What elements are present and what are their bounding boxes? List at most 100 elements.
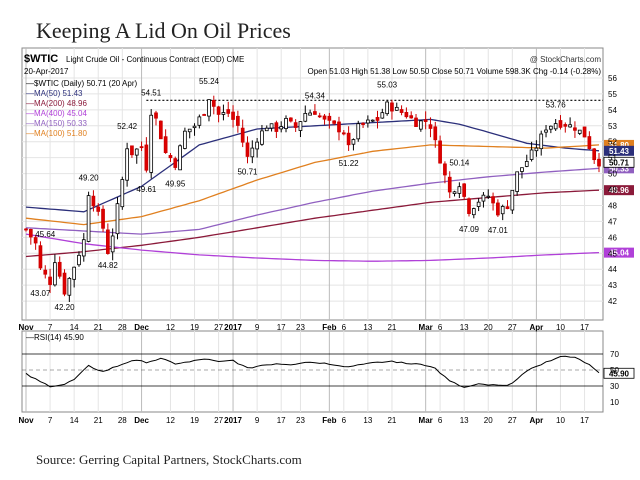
x-tick-label: 6 — [342, 323, 347, 332]
rsi-x-tick-label: Feb — [322, 416, 336, 425]
candle-body — [524, 161, 529, 167]
candle-body — [539, 133, 544, 150]
x-tick-label: 28 — [118, 323, 127, 332]
legend-entry: —MA(200) 48.96 — [26, 99, 87, 108]
rsi-x-tick-label: 23 — [296, 416, 305, 425]
candle-body — [28, 229, 33, 238]
candle-body — [394, 106, 399, 111]
rsi-tick-label: 30 — [610, 382, 619, 391]
rsi-x-tick-label: Dec — [134, 416, 149, 425]
candle-body — [573, 127, 577, 131]
candle-body — [438, 140, 442, 164]
value-flag-label: 51.43 — [609, 147, 630, 156]
candle-body — [476, 201, 481, 207]
candle-body — [293, 122, 298, 128]
legend-entry: —MA(100) 51.80 — [26, 129, 87, 138]
candle-body — [250, 147, 255, 158]
candle-body — [385, 101, 389, 115]
candle-body — [587, 136, 592, 150]
candle-body — [269, 123, 274, 129]
candle-body — [211, 100, 216, 107]
candle-body — [313, 111, 317, 115]
candle-body — [486, 195, 491, 198]
moving-average-line — [25, 144, 600, 226]
x-tick-label: Dec — [134, 323, 149, 332]
price-annotation: 54.51 — [141, 89, 162, 98]
rsi-x-tick-label: 2017 — [224, 416, 242, 425]
candle-body — [341, 132, 346, 135]
candle-body — [332, 120, 337, 124]
candle-body — [101, 208, 105, 229]
x-tick-label: 9 — [255, 323, 260, 332]
rsi-label: —RSI(14) 45.90 — [26, 333, 84, 342]
candle-body — [558, 120, 563, 128]
candle-body — [77, 254, 81, 266]
price-annotation: 44.82 — [98, 261, 119, 270]
price-annotation: 45.64 — [35, 230, 56, 239]
x-tick-label: 2017 — [224, 323, 242, 332]
price-tick-label: 42 — [608, 297, 617, 306]
price-annotation: 49.61 — [136, 185, 157, 194]
candle-body — [322, 115, 327, 120]
candle-body — [202, 114, 207, 116]
x-tick-label: 21 — [387, 323, 396, 332]
chart-date: 20-Apr-2017 — [24, 67, 69, 76]
candle-body — [240, 127, 245, 143]
candle-body — [120, 179, 125, 208]
candle-body — [433, 126, 438, 141]
candle-body — [216, 106, 221, 115]
price-tick-label: 54 — [608, 106, 617, 115]
candle-body — [447, 176, 452, 193]
x-tick-label: Apr — [530, 323, 544, 332]
watermark: @ StockCharts.com — [530, 55, 602, 64]
candle-body — [597, 158, 601, 167]
candle-body — [226, 109, 231, 114]
rsi-x-tick-label: Apr — [530, 416, 544, 425]
candle-body — [317, 115, 322, 118]
candle-body — [568, 124, 572, 128]
price-tick-label: 49 — [608, 186, 617, 195]
candle-body — [57, 261, 62, 277]
candle-body — [192, 125, 197, 129]
candle-body — [62, 272, 67, 295]
candle-body — [298, 121, 303, 131]
candle-body — [115, 203, 120, 235]
price-annotation: 55.03 — [377, 80, 398, 89]
price-tick-label: 43 — [608, 281, 617, 290]
candle-body — [72, 266, 76, 280]
candle-body — [500, 206, 505, 215]
rsi-x-tick-label: 13 — [460, 416, 469, 425]
rsi-x-tick-label: 19 — [190, 416, 199, 425]
price-tick-label: 56 — [608, 74, 617, 83]
candle-body — [264, 127, 269, 132]
rsi-x-tick-label: 6 — [438, 416, 443, 425]
value-flag — [604, 139, 634, 150]
price-tick-label: 55 — [608, 90, 617, 99]
candle-body — [38, 245, 43, 269]
x-tick-label: 13 — [363, 323, 372, 332]
price-tick-label: 47 — [608, 217, 617, 226]
candle-body — [43, 269, 48, 275]
price-tick-label: 52 — [608, 138, 617, 147]
candle-body — [255, 141, 259, 150]
price-annotation: 43.07 — [30, 289, 51, 298]
rsi-value-flag-label: 45.90 — [609, 369, 630, 378]
price-tick-label: 53 — [608, 122, 617, 131]
candle-body — [288, 117, 293, 122]
price-annotation: 47.09 — [459, 225, 480, 234]
rsi-x-tick-label: 7 — [48, 416, 53, 425]
legend-entry: —MA(50) 51.43 — [26, 89, 83, 98]
rsi-x-tick-label: 21 — [387, 416, 396, 425]
candle-body — [414, 117, 418, 127]
candle-body — [423, 119, 428, 122]
candle-body — [53, 262, 57, 286]
price-annotation: 50.71 — [237, 167, 258, 176]
candle-body — [390, 102, 394, 112]
candle-body — [452, 191, 457, 194]
candle-body — [96, 206, 101, 212]
rsi-x-tick-label: 10 — [556, 416, 565, 425]
candle-body — [308, 112, 312, 116]
candle-body — [284, 117, 288, 130]
candle-body — [399, 109, 404, 113]
